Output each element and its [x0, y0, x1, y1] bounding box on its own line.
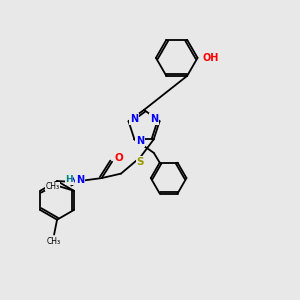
Text: N: N [136, 136, 144, 146]
Text: CH₃: CH₃ [47, 237, 61, 246]
Text: NH: NH [69, 176, 85, 185]
Text: N: N [130, 114, 138, 124]
Text: N: N [150, 114, 158, 124]
Text: S: S [136, 157, 144, 167]
Text: OH: OH [203, 53, 219, 63]
Text: CH₃: CH₃ [45, 182, 59, 191]
Text: O: O [114, 153, 123, 163]
Text: H: H [65, 175, 73, 184]
Text: N: N [76, 175, 84, 184]
